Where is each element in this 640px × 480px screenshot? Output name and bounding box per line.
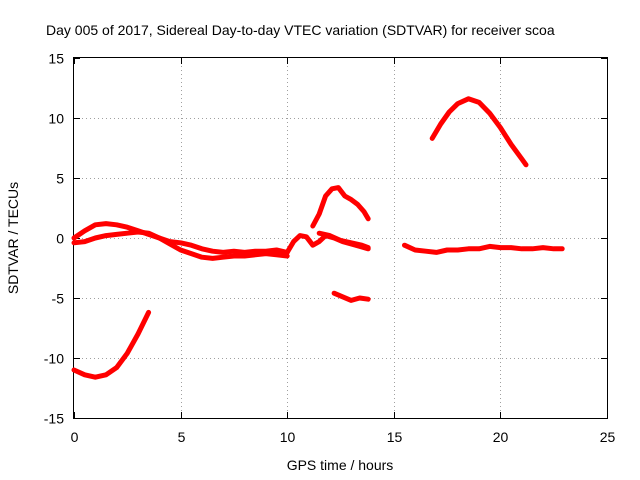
chart-title: Day 005 of 2017, Sidereal Day-to-day VTE…: [46, 22, 555, 38]
series-segment-low-segment-12: [331, 290, 371, 303]
x-tick-label: 15: [387, 429, 403, 445]
x-axis-label: GPS time / hours: [287, 457, 394, 473]
series-segment-lower-band-early: [71, 229, 290, 261]
y-tick-label: -10: [44, 351, 64, 367]
y-tick-label: 10: [48, 111, 64, 127]
series-segment-mid-band-12: [316, 230, 371, 251]
x-tick-label: 20: [493, 429, 509, 445]
x-tick-label: 0: [71, 429, 79, 445]
y-tick-label: 0: [56, 231, 64, 247]
x-tick-label: 5: [178, 429, 186, 445]
series-segment-rise-near-12: [310, 185, 371, 229]
series-segment-low-arc: [71, 309, 152, 380]
x-axis-ticks: 0 5 10 15 20 25: [71, 58, 616, 445]
y-tick-label: 15: [48, 51, 64, 67]
y-tick-label: -15: [44, 411, 64, 427]
series-segment-late-flat: [402, 242, 565, 255]
x-tick-label: 25: [600, 429, 616, 445]
series-segment-upper-band-early: [71, 221, 290, 255]
data-series: [71, 96, 565, 380]
series-segment-late-arc: [429, 96, 529, 168]
y-axis-label: SDTVAR / TECUs: [5, 182, 21, 294]
y-axis-ticks: -15 -10 -5 0 5 10 15: [44, 51, 607, 427]
y-tick-label: -5: [52, 291, 65, 307]
y-tick-label: 5: [56, 171, 64, 187]
x-tick-label: 10: [280, 429, 296, 445]
